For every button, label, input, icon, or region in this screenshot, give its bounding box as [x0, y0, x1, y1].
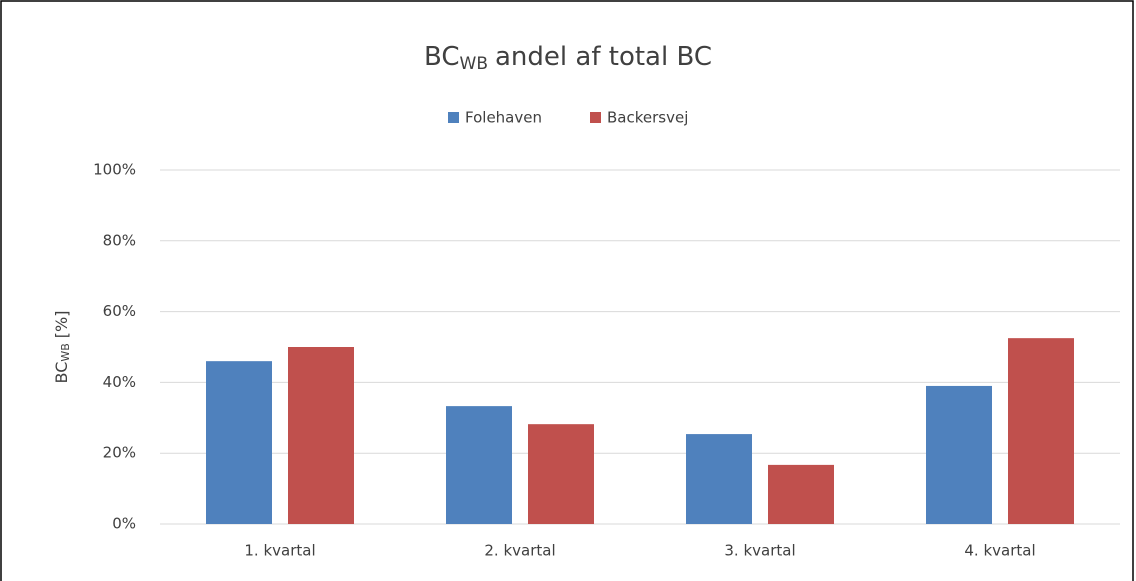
bar	[446, 406, 512, 524]
legend-swatch	[448, 112, 459, 123]
y-tick-label: 0%	[112, 515, 136, 533]
x-tick-label: 1. kvartal	[244, 542, 315, 560]
y-tick-label: 60%	[103, 302, 136, 320]
bar	[768, 464, 834, 524]
title-subscript: WB	[460, 54, 488, 74]
bar	[528, 424, 594, 524]
x-tick-label: 4. kvartal	[964, 542, 1035, 560]
x-tick-label: 3. kvartal	[724, 542, 795, 560]
y-tick-label: 20%	[103, 444, 136, 462]
bar	[206, 361, 272, 524]
y-axis-label: BCWB [%]	[52, 311, 73, 384]
legend-label: Folehaven	[465, 109, 542, 127]
y-tick-label: 80%	[103, 231, 136, 249]
y-label-subscript: WB	[59, 343, 72, 361]
y-label-part: [%]	[52, 311, 71, 339]
bar	[686, 434, 752, 524]
title-part: BC	[424, 42, 460, 72]
bar	[926, 385, 992, 524]
chart-title: BCWB andel af total BC	[424, 42, 712, 75]
y-tick-label: 40%	[103, 373, 136, 391]
legend-swatch	[590, 112, 601, 123]
title-part: andel af total BC	[495, 42, 712, 72]
y-tick-label: 100%	[93, 161, 136, 179]
bar	[288, 347, 354, 524]
legend-label: Backersvej	[607, 109, 688, 127]
x-tick-label: 2. kvartal	[484, 542, 555, 560]
bar	[1008, 338, 1074, 524]
y-label-part: BC	[52, 362, 71, 384]
